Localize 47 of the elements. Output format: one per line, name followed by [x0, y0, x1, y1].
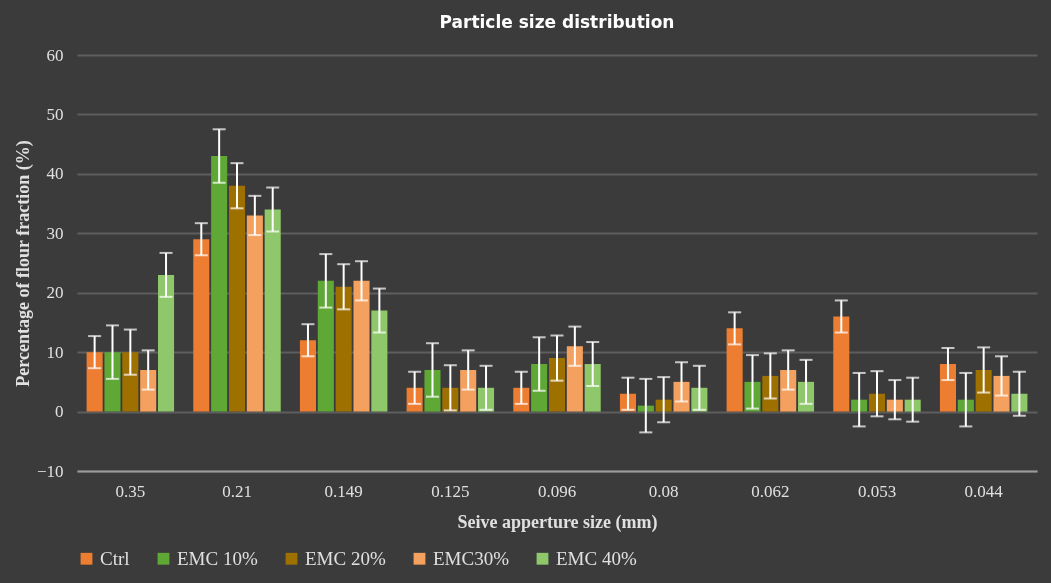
legend-label: Ctrl — [100, 547, 130, 569]
bar — [86, 352, 103, 412]
chart-title: Particle size distribution — [439, 12, 675, 32]
y-tick-label: 50 — [46, 104, 64, 124]
legend-label: EMC 10% — [177, 547, 258, 569]
x-tick-label: 0.149 — [324, 481, 363, 501]
y-tick-label: 60 — [46, 45, 64, 65]
y-tick-label: 40 — [46, 164, 64, 184]
bar — [140, 369, 157, 412]
bar — [353, 280, 370, 412]
bar — [460, 369, 477, 412]
bar — [193, 239, 210, 412]
bar — [566, 346, 583, 412]
y-axis-title: Percentage of flour fraction (%) — [12, 140, 34, 387]
bar — [335, 286, 352, 412]
y-tick-label: 20 — [46, 283, 64, 303]
y-tick-label: −10 — [36, 461, 64, 481]
x-tick-label: 0.21 — [222, 481, 252, 501]
x-tick-label: 0.096 — [537, 481, 577, 501]
legend-label: EMC 40% — [556, 547, 637, 569]
bar — [939, 364, 956, 412]
bar — [371, 310, 388, 412]
y-tick-label: 30 — [46, 223, 64, 243]
bar — [317, 280, 334, 412]
legend-label: EMC30% — [433, 547, 510, 569]
y-tick-label: 10 — [46, 342, 64, 362]
x-tick-label: 0.35 — [115, 481, 146, 501]
y-tick-label: 0 — [55, 402, 64, 422]
bar — [299, 340, 316, 412]
x-tick-label: 0.125 — [431, 481, 470, 501]
bar — [246, 215, 263, 412]
x-axis-title: Seive apperture size (mm) — [457, 511, 658, 533]
x-tick-label: 0.062 — [751, 481, 790, 501]
x-tick-label: 0.08 — [648, 481, 679, 501]
x-tick-label: 0.044 — [964, 481, 1004, 501]
bar — [780, 369, 797, 412]
bar — [726, 328, 743, 412]
legend-label: EMC 20% — [305, 547, 386, 569]
bar — [228, 185, 246, 412]
bar — [122, 352, 139, 412]
bar — [264, 209, 281, 412]
bar — [158, 274, 175, 412]
x-tick-label: 0.053 — [857, 481, 897, 501]
bar — [833, 316, 850, 412]
bar — [104, 352, 121, 412]
bar — [584, 364, 601, 412]
bar — [211, 156, 228, 412]
